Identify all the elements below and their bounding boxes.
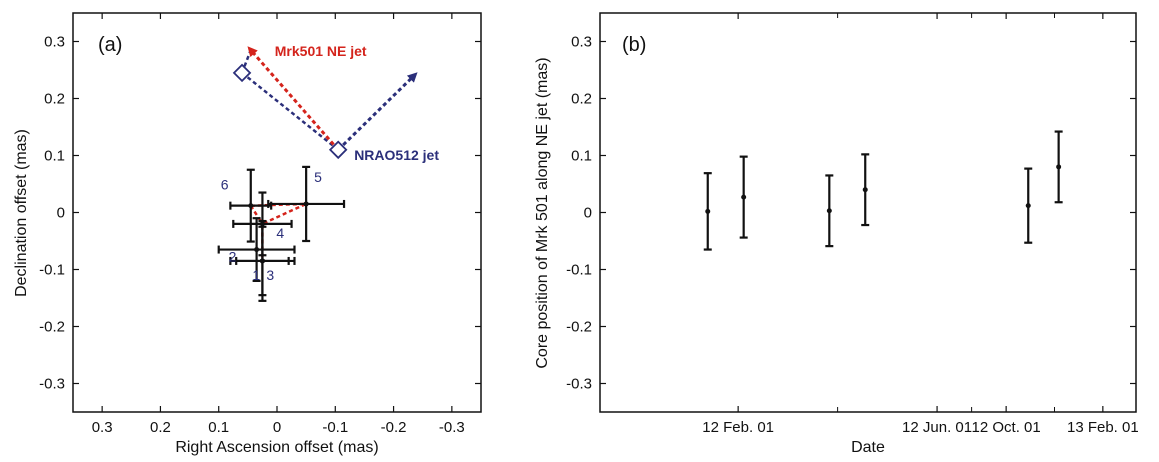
y-tick-label: -0.1 (39, 262, 65, 279)
panel-b-axes: 12 Feb. 01 12 Jun. 01 12 Oct. 01 13 Feb. 01… (566, 13, 1139, 436)
y-tick-label: 0.3 (571, 34, 592, 51)
point-label-1: 1 (252, 267, 260, 283)
point-label-2: 2 (229, 249, 237, 265)
x-tick-label: -0.2 (381, 419, 407, 436)
point-label-4: 4 (276, 225, 284, 241)
panel-b-xlabel: Date (851, 439, 885, 456)
panel-b-label: (b) (622, 34, 646, 56)
panel-a-xlabel: Right Ascension offset (mas) (175, 439, 378, 456)
panel-a-axes: 0.3 0.2 0.1 0 -0.1 -0.2 -0.3 0.3 0.2 0.1 0 -0.1 -0.2… (39, 13, 481, 436)
x-tick-label: 13 Feb. 01 (1067, 419, 1139, 436)
core-position-point-2 (739, 155, 748, 239)
diamond-marker (328, 140, 348, 160)
point-label-3: 3 (266, 267, 274, 283)
panel-b-ylabel: Core position of Mrk 501 along NE jet (m… (534, 57, 551, 368)
y-tick-label: 0.1 (44, 148, 65, 165)
point-label-6: 6 (221, 177, 229, 193)
y-tick-label: 0.1 (571, 148, 592, 165)
x-tick-label: 0.1 (208, 419, 229, 436)
data-point-2 (217, 217, 296, 282)
data-point (862, 187, 868, 193)
panel-a-chart: 0.3 0.2 0.1 0 -0.1 -0.2 -0.3 0.3 0.2 0.1 0 -0.1 -0.2… (13, 12, 482, 456)
mrk501-jet-label: Mrk501 NE jet (275, 43, 367, 59)
core-position-point-1 (703, 172, 712, 251)
y-tick-label: -0.1 (566, 262, 592, 279)
core-position-point-5 (1024, 167, 1033, 244)
panel-a-data: 12 3 4 5 6 Mrk501 NE jet NRAO512 jet (217, 43, 439, 302)
nrao512-jet-label: NRAO512 jet (354, 147, 439, 163)
x-tick-label: 0.2 (150, 419, 171, 436)
y-tick-label: 0.2 (571, 91, 592, 108)
data-point (254, 247, 260, 253)
point-label-5: 5 (314, 169, 322, 185)
y-tick-label: 0 (584, 205, 592, 222)
y-tick-label: -0.2 (566, 319, 592, 336)
y-tick-label: -0.2 (39, 319, 65, 336)
data-point (741, 194, 747, 200)
y-tick-label: 0.2 (44, 91, 65, 108)
panel-a-frame (72, 12, 482, 413)
x-tick-label: 12 Feb. 01 (702, 419, 774, 436)
data-point (259, 221, 265, 227)
data-point (259, 258, 265, 264)
y-tick-label: 0.3 (44, 34, 65, 51)
x-tick-label: 0 (273, 419, 281, 436)
x-tick-label: 12 Oct. 01 (972, 419, 1041, 436)
x-tick-label: -0.3 (439, 419, 465, 436)
panel-b-chart: 12 Feb. 01 12 Jun. 01 12 Oct. 01 13 Feb. 01… (534, 12, 1139, 456)
core-position-point-4 (861, 153, 870, 227)
y-tick-label: -0.3 (39, 376, 65, 393)
x-tick-label: 12 Jun. 01 (902, 419, 972, 436)
diamond-marker (232, 63, 252, 83)
core-position-point-3 (825, 174, 834, 248)
panel-a-label: (a) (98, 34, 122, 56)
data-point-5 (267, 165, 346, 243)
panel-b-frame (599, 12, 1137, 413)
x-tick-label: -0.1 (322, 419, 348, 436)
panel-a-ylabel: Declination offset (mas) (13, 129, 30, 297)
data-point-4 (232, 191, 293, 257)
data-point-6 (229, 168, 273, 243)
data-point (826, 208, 832, 214)
red-dashed-track (249, 204, 264, 225)
x-tick-label: 0.3 (92, 419, 113, 436)
mrk501-jet-arrow (247, 46, 340, 151)
data-point (1025, 203, 1031, 209)
y-tick-label: 0 (57, 205, 65, 222)
data-point (705, 208, 711, 214)
nrao512-link-line (241, 71, 339, 151)
core-position-point-6 (1054, 130, 1063, 204)
data-point (248, 203, 254, 209)
nrao512-jet-arrow (337, 72, 418, 151)
panel-b-data (703, 130, 1063, 251)
data-point (303, 201, 309, 207)
y-tick-label: -0.3 (566, 376, 592, 393)
data-point (1056, 164, 1062, 170)
